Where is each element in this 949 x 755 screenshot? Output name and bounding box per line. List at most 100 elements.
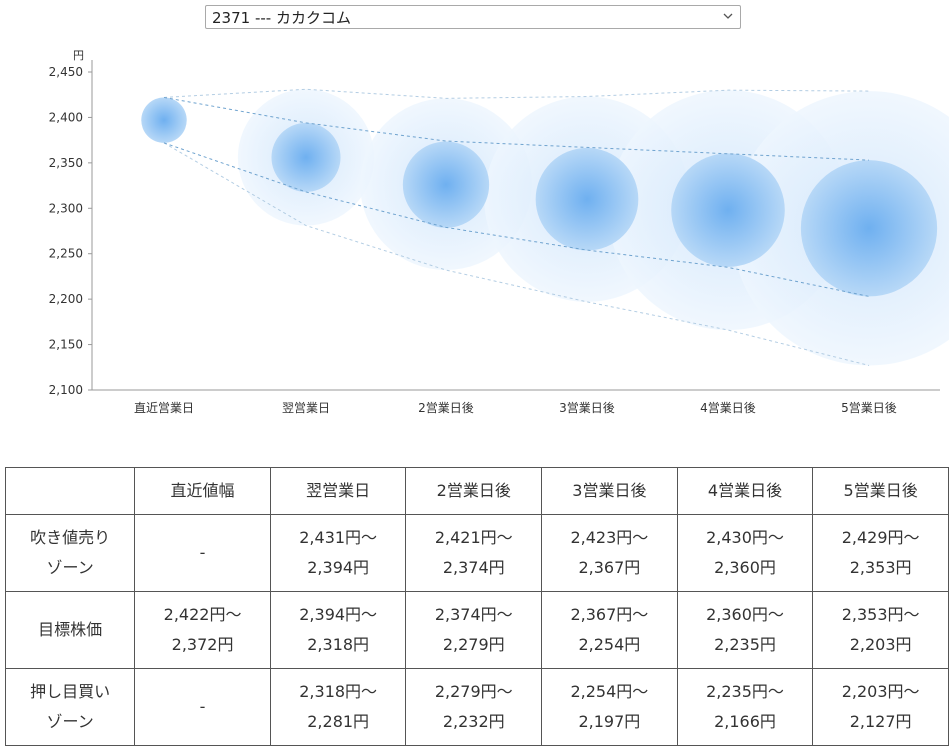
cell-line: 2,367円～ [570,605,649,624]
y-tick-label: 2,150 [49,338,83,352]
row-label: 吹き値売り ゾーン [4,514,136,592]
cell-line: 2,394円 [307,558,370,577]
table-header-row: 直近値幅 翌営業日 2営業日後 3営業日後 4営業日後 5営業日後 [4,467,949,515]
stock-select-value: 2371 --- カカクコム [212,8,351,27]
x-tick-label: 5営業日後 [841,401,897,415]
stock-select[interactable]: 2371 --- カカクコム [205,5,741,29]
cell-line: 2,279円～ [434,682,513,701]
cell-line: 2,353円～ [841,605,920,624]
table-cell: 2,279円～ 2,232円 [405,668,543,746]
forecast-table: 直近値幅 翌営業日 2営業日後 3営業日後 4営業日後 5営業日後吹き値売りゾーン - 2,4… [4,467,949,746]
x-tick-label: 2営業日後 [418,401,474,415]
cell-line: 2,254円 [578,635,641,654]
cell-line: 2,430円～ [706,528,784,547]
y-axis-label: 円 [73,49,84,62]
forecast-chart: 2,100 2,150 2,200 2,250 2,300 2,350 2,400 2,450… [49,49,949,415]
row-label-line: 押し目買い [30,682,111,701]
table-header-cell: 5営業日後 [812,467,949,515]
table-header-cell: 2営業日後 [405,467,543,515]
row-label-line: 目標株価 [38,620,103,639]
cell-line: 2,421円～ [434,528,513,547]
table-header-cell: 4営業日後 [676,467,814,515]
row-label-line: ゾーン [46,558,94,577]
row-label: 押し目買い ゾーン [4,668,136,746]
cell-line: 2,372円 [171,635,234,654]
y-tick-label: 2,300 [49,201,83,215]
cell-line: 2,279円 [442,635,505,654]
cell-line: 2,360円～ [706,605,784,624]
cell-line: 2,203円 [849,635,912,654]
cell-line: 2,235円 [714,635,776,654]
table-header-cell [4,467,136,515]
inner-bubble [271,122,341,192]
inner-bubble [141,97,187,143]
plot-area [141,88,949,366]
y-tick-label: 2,200 [49,292,83,306]
cell-line: 2,318円 [307,635,370,654]
x-tick-label: 4営業日後 [700,401,756,415]
inner-bubble [535,147,639,251]
cell-line: 2,374円 [442,558,505,577]
cell-line: 2,318円～ [299,682,378,701]
table-cell: 2,360円～ 2,235円 [676,591,814,669]
table-cell: 2,374円～ 2,279円 [405,591,543,669]
y-tick-label: 2,450 [49,65,83,79]
table-cell: 2,254円～ 2,197円 [541,668,678,746]
table-cell: 2,421円～ 2,374円 [405,514,543,592]
table-cell: 2,367円～ 2,254円 [541,591,678,669]
cell-line: 2,360円 [714,558,776,577]
inner-bubble [800,160,938,297]
cell-line: 2,353円 [849,558,912,577]
cell-line: 2,423円～ [570,528,649,547]
cell-line: 2,374円～ [434,605,513,624]
outer-upper-line [163,88,870,99]
table-header-cell: 3営業日後 [541,467,678,515]
y-tick-label: 2,350 [49,156,83,170]
y-tick-label: 2,250 [49,247,83,261]
cell-line: - [199,543,206,562]
cell-line: 2,232円 [442,712,505,731]
cell-line: - [199,697,206,716]
cell-line: 2,281円 [307,712,370,731]
table-cell: 2,353円～ 2,203円 [812,591,949,669]
table-cell: 2,429円～ 2,353円 [812,514,949,592]
table-cell: 2,431円～ 2,394円 [269,514,407,592]
table-row: 押し目買いゾーン - 2,318円～ 2,281円 2,279円～ 2,232円 2,254… [4,668,949,746]
x-tick-label: 3営業日後 [559,401,615,415]
y-tick-label: 2,400 [49,110,83,124]
table-row: 吹き値売りゾーン - 2,431円～ 2,394円 2,421円～ 2,374円 2,423… [4,514,949,592]
table-row: 目標株価 2,422円～ 2,372円 2,394円～ 2,318円 2,374円～ 2,2… [4,591,949,669]
table-cell: - [134,668,271,746]
table-cell: 2,203円～ 2,127円 [812,668,949,746]
inner-upper-line [163,96,870,161]
cell-line: 2,254円～ [570,682,649,701]
inner-bubble [402,141,490,228]
table-cell: 2,422円～ 2,372円 [134,591,271,669]
cell-line: 2,431円～ [299,528,378,547]
cell-line: 2,394円～ [299,605,378,624]
table-cell: 2,394円～ 2,318円 [269,591,407,669]
row-label-line: ゾーン [46,712,94,731]
table-cell: 2,318円～ 2,281円 [269,668,407,746]
row-label-line: 吹き値売り [30,528,111,547]
cell-line: 2,422円～ [163,605,242,624]
inner-bubble [671,153,785,267]
table-cell: 2,430円～ 2,360円 [676,514,814,592]
cell-line: 2,367円 [578,558,641,577]
table-header-cell: 翌営業日 [269,467,407,515]
cell-line: 2,197円 [578,712,641,731]
chevron-down-icon [723,13,733,19]
cell-line: 2,166円 [714,712,776,731]
table-cell: - [134,514,271,592]
inner-lower-line [163,142,870,297]
cell-line: 2,235円～ [706,682,784,701]
cell-line: 2,203円～ [841,682,920,701]
y-tick-label: 2,100 [49,383,83,397]
x-tick-label: 翌営業日 [282,401,330,415]
table-cell: 2,235円～ 2,166円 [676,668,814,746]
cell-line: 2,127円 [849,712,912,731]
table-cell: 2,423円～ 2,367円 [541,514,678,592]
cell-line: 2,429円～ [841,528,920,547]
x-tick-label: 直近営業日 [134,401,194,415]
table-header-cell: 直近値幅 [134,467,271,515]
